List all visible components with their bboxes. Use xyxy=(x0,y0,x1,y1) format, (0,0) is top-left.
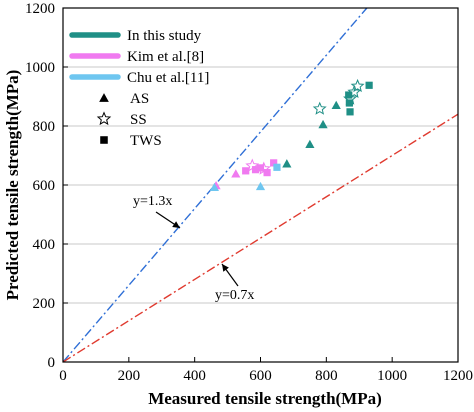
annotation-arrow-head-0 xyxy=(172,221,180,228)
point-0-2 xyxy=(318,119,328,129)
point-0-6 xyxy=(347,84,362,98)
point-2-2 xyxy=(273,163,281,171)
y-tick-label-0: 0 xyxy=(48,355,56,371)
point-0-1 xyxy=(305,139,315,148)
y-tick-label-4: 800 xyxy=(33,119,56,135)
x-tick-label-3: 600 xyxy=(249,368,272,384)
point-1-2 xyxy=(242,167,250,175)
x-tick-label-0: 0 xyxy=(59,368,67,384)
reference-line-label-1: y=0.7x xyxy=(215,288,254,303)
point-1-4 xyxy=(256,164,265,172)
x-tick-label-6: 1200 xyxy=(443,368,473,384)
y-tick-label-6: 1200 xyxy=(25,1,55,17)
point-2-1 xyxy=(255,181,266,191)
point-0-8 xyxy=(345,91,353,99)
y-tick-label-2: 400 xyxy=(33,237,56,253)
point-0-7 xyxy=(350,78,365,93)
legend-marker-label-0: AS xyxy=(130,91,149,107)
legend-label-0: In this study xyxy=(127,28,202,44)
y-tick-label-5: 1000 xyxy=(25,60,55,76)
legend-marker-label-1: SS xyxy=(130,112,147,128)
y-axis-title: Predicted tensile strength(MPa) xyxy=(3,70,22,301)
x-tick-label-2: 400 xyxy=(183,368,206,384)
legend: In this study Kim et al.[8] Chu et al.[11]… xyxy=(69,28,209,149)
point-0-0 xyxy=(282,159,292,168)
x-tick-label-1: 200 xyxy=(118,368,141,384)
annotations: y=1.3x y=0.7x xyxy=(133,194,254,303)
point-1-1 xyxy=(231,169,241,178)
y-tick-label-3: 600 xyxy=(33,178,56,194)
legend-marker-0 xyxy=(99,93,109,102)
x-axis-title: Measured tensile strength(MPa) xyxy=(148,389,382,408)
legend-label-1: Kim et al.[8] xyxy=(127,49,204,65)
y-tick-label-1: 200 xyxy=(33,296,56,312)
point-0-3 xyxy=(331,100,341,110)
point-1-8 xyxy=(256,161,271,175)
reference-line-label-0: y=1.3x xyxy=(133,194,172,209)
legend-label-2: Chu et al.[11] xyxy=(127,70,209,86)
annotation-arrow-head-1 xyxy=(222,264,229,272)
reference-line-1 xyxy=(62,113,459,363)
point-2-0 xyxy=(209,182,220,192)
legend-marker-2 xyxy=(100,136,108,144)
legend-marker-1 xyxy=(96,111,112,126)
point-0-4 xyxy=(312,101,327,115)
data-points xyxy=(209,78,373,192)
point-0-9 xyxy=(345,99,353,107)
point-1-6 xyxy=(270,159,278,167)
point-0-11 xyxy=(365,81,373,89)
axis-ticks: 0 200 400 600 800 1000 1200 0 200 400 600 800 1000 12… xyxy=(25,1,473,384)
legend-marker-label-2: TWS xyxy=(130,133,162,149)
point-0-10 xyxy=(346,108,354,116)
x-tick-label-4: 800 xyxy=(315,368,338,384)
x-tick-label-5: 1000 xyxy=(377,368,407,384)
point-1-7 xyxy=(245,158,260,172)
